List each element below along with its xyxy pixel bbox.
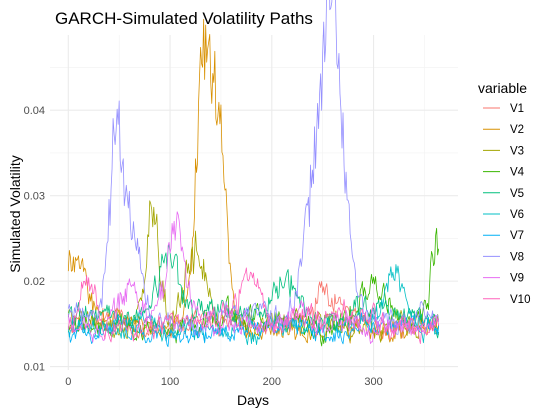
legend: V1 V2 V3 V4 V5 V6 V7 V8 V9 V10 — [483, 103, 530, 306]
y-tick-label: 0.03 — [24, 191, 45, 203]
x-tick-label: 0 — [65, 376, 71, 388]
x-tick-label: 200 — [263, 376, 281, 388]
series-line-v8 — [67, 0, 440, 337]
legend-label-v4: V4 — [510, 167, 525, 179]
legend-label-v8: V8 — [510, 251, 524, 263]
legend-label-v6: V6 — [510, 209, 524, 221]
legend-label-v3: V3 — [510, 145, 524, 157]
y-tick-label: 0.04 — [24, 105, 45, 117]
legend-label-v5: V5 — [510, 188, 524, 200]
series-line-v10 — [67, 267, 440, 345]
chart-title: GARCH-Simulated Volatility Paths — [55, 9, 313, 28]
x-axis-title: Days — [237, 392, 269, 408]
series-lines — [67, 0, 440, 348]
legend-label-v7: V7 — [510, 230, 524, 242]
legend-label-v9: V9 — [510, 273, 524, 285]
legend-label-v10: V10 — [510, 294, 530, 306]
series-line-v5 — [67, 242, 440, 339]
x-tick-label: 100 — [161, 376, 179, 388]
x-tick-label: 300 — [364, 376, 382, 388]
legend-label-v1: V1 — [510, 103, 524, 115]
legend-title: variable — [478, 80, 527, 96]
legend-label-v2: V2 — [510, 124, 524, 136]
y-axis-title: Simulated Volatility — [7, 155, 23, 273]
x-axis-ticks: 0 100 200 300 — [65, 376, 382, 388]
y-tick-label: 0.02 — [24, 276, 45, 288]
series-line-v6 — [67, 264, 440, 346]
y-axis-ticks: 0.01 0.02 0.03 0.04 — [24, 105, 45, 373]
y-tick-label: 0.01 — [24, 362, 45, 374]
